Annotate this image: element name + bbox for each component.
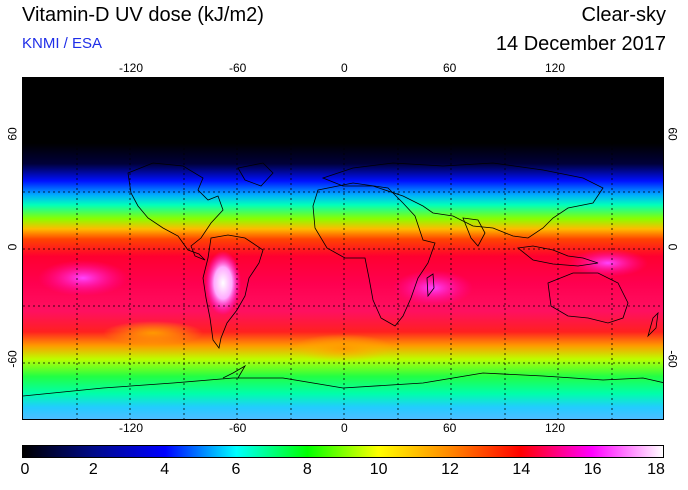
color-scale-tick: 6 — [231, 461, 241, 478]
coastline-africa — [312, 182, 436, 327]
uv-magenta-region — [568, 249, 648, 277]
uv-peak-south-america — [205, 251, 241, 315]
bottom-lon-tick: 120 — [545, 421, 566, 435]
uv-magenta-region — [393, 270, 473, 306]
map-canvas — [23, 78, 663, 419]
uv-orange-region — [293, 334, 393, 362]
color-scale-tick: 4 — [160, 461, 170, 478]
bottom-lon-tick: -60 — [229, 421, 247, 435]
color-scale-tick: 2 — [88, 461, 98, 478]
coastline-antarctica — [23, 372, 663, 397]
top-lon-tick: 0 — [341, 61, 348, 75]
coastline-antarctic-peninsula — [222, 364, 247, 379]
coastline-new-zealand — [647, 311, 659, 338]
left-lat-tick: 0 — [5, 243, 20, 251]
color-scale-tick: 10 — [369, 461, 388, 478]
uv-dose-map — [22, 77, 664, 420]
top-lon-tick: -120 — [119, 61, 144, 75]
coastlines — [23, 162, 663, 397]
coastline-india — [462, 217, 486, 247]
sky-condition: Clear-sky — [581, 4, 666, 26]
right-lat-tick: 60 — [665, 127, 680, 141]
coastline-australia — [547, 272, 629, 324]
color-scale-tick: 14 — [512, 461, 531, 478]
color-scale-tick: 8 — [302, 461, 312, 478]
color-scale-tick: 0 — [20, 461, 30, 478]
top-lon-tick: 120 — [545, 61, 566, 75]
right-lat-tick: 0 — [665, 243, 680, 251]
right-lat-tick: -60 — [665, 350, 680, 368]
coastline-north-america — [127, 162, 224, 261]
bottom-lon-tick: 60 — [443, 421, 457, 435]
coastline-greenland — [237, 162, 274, 187]
color-scale-tick: 18 — [647, 461, 665, 478]
coastline-eurasia — [321, 162, 604, 239]
color-scale-tick: 12 — [441, 461, 459, 478]
top-lon-tick: -60 — [229, 61, 247, 75]
bottom-lon-tick: -120 — [119, 421, 144, 435]
coastline-se-asia-islands — [517, 245, 599, 267]
top-lon-tick: 60 — [443, 61, 457, 75]
left-lat-tick: -60 — [5, 350, 20, 368]
bottom-lon-tick: 0 — [341, 421, 348, 435]
coastline-south-america — [202, 234, 264, 349]
uv-magenta-region — [38, 260, 128, 296]
map-title: Vitamin-D UV dose (kJ/m2) — [22, 4, 264, 26]
uv-orange-region — [103, 321, 203, 345]
coastline-madagascar — [426, 273, 435, 298]
data-source: KNMI / ESA — [22, 35, 103, 52]
left-lat-tick: 60 — [5, 127, 20, 141]
graticule — [23, 78, 663, 419]
color-scale-tick: 16 — [583, 461, 602, 478]
map-date: 14 December 2017 — [495, 33, 666, 55]
color-scale-bar — [22, 445, 664, 458]
